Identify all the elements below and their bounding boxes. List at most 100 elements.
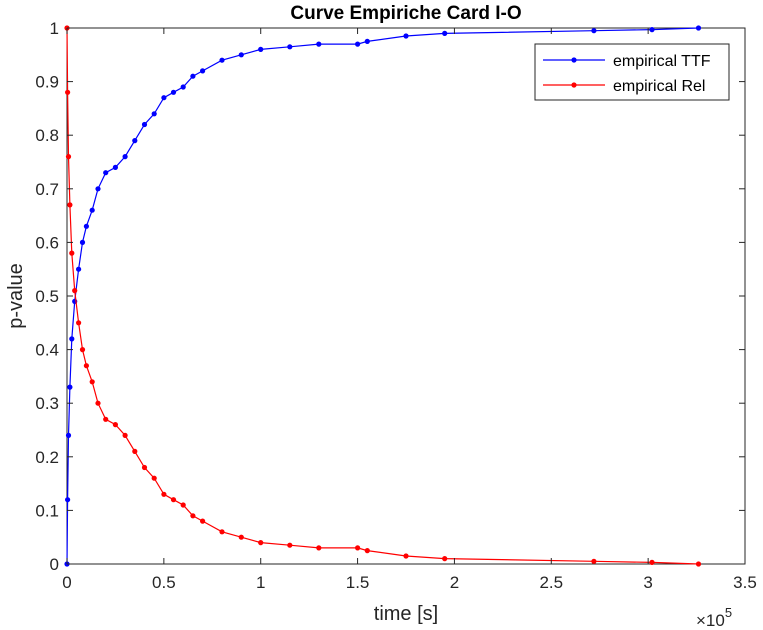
data-point — [442, 30, 448, 36]
y-tick-label: 0.9 — [35, 73, 59, 92]
plot-area — [66, 27, 746, 565]
legend-box — [534, 43, 730, 101]
y-tick-label: 0.3 — [35, 394, 59, 413]
data-point — [151, 475, 157, 481]
data-point — [695, 561, 702, 567]
data-point — [695, 25, 702, 31]
data-point — [403, 33, 409, 39]
data-point — [161, 95, 167, 101]
y-tick-label: 0 — [50, 555, 59, 574]
data-point — [200, 68, 206, 74]
data-point — [95, 400, 101, 406]
y-tick-label: 0.1 — [35, 501, 59, 520]
data-point — [83, 363, 89, 369]
y-tick-label: 0.6 — [35, 233, 59, 252]
data-point — [67, 202, 73, 208]
data-point — [103, 170, 109, 176]
series-rel — [64, 25, 702, 567]
data-point — [287, 44, 293, 50]
data-point — [65, 89, 71, 95]
series-layer — [64, 25, 702, 567]
data-point — [190, 73, 196, 79]
data-point — [287, 542, 293, 548]
y-tick-label: 0.4 — [35, 341, 59, 360]
data-point — [355, 41, 361, 47]
data-point — [69, 336, 75, 342]
data-point — [79, 347, 86, 353]
data-point — [219, 529, 225, 535]
axes-box — [66, 27, 746, 565]
legend-item: empirical TTF — [543, 53, 711, 70]
series-line — [66, 27, 699, 565]
data-point — [65, 154, 72, 160]
data-point — [151, 111, 157, 117]
data-point — [442, 556, 448, 562]
data-point — [591, 558, 597, 564]
ticks-layer: 0 0.5 1 1.5 2 2.5 3 3.5 0 0.1 0.2 0.3 0.4 0.5 0.6 0.7 0.… — [35, 19, 756, 592]
data-point — [69, 250, 75, 256]
x-tick-label: 3.5 — [733, 573, 757, 592]
x-tick-label: 1 — [256, 573, 265, 592]
y-tick-label: 0.2 — [35, 448, 59, 467]
data-point — [89, 207, 95, 213]
y-axis-label: p-value — [5, 263, 27, 329]
x-multiplier: ×105 — [696, 605, 732, 630]
data-point — [65, 497, 71, 503]
data-point — [180, 502, 186, 508]
chart-title: Curve Empiriche Card I-O — [290, 3, 521, 24]
data-point — [161, 491, 167, 497]
data-point — [141, 121, 148, 128]
x-tick-label: 2.5 — [539, 573, 563, 592]
data-point — [76, 320, 82, 326]
data-point — [170, 497, 177, 503]
data-point — [200, 518, 206, 524]
x-tick-label: 2 — [450, 573, 459, 592]
data-point — [132, 448, 138, 454]
y-tick-label: 0.5 — [35, 287, 59, 306]
data-point — [141, 464, 148, 471]
y-tick-label: 0.8 — [35, 126, 59, 145]
y-tick-label: 1 — [50, 19, 59, 38]
data-point — [355, 545, 361, 551]
data-point — [132, 138, 138, 144]
data-point — [112, 422, 118, 428]
data-point — [180, 84, 186, 90]
data-point — [65, 432, 72, 438]
data-point — [95, 186, 101, 192]
data-point — [403, 553, 409, 559]
data-point — [219, 57, 225, 63]
data-point — [122, 154, 128, 160]
data-point — [364, 548, 370, 554]
data-point — [76, 266, 82, 272]
data-point — [364, 38, 370, 45]
series-ttf — [64, 25, 702, 567]
x-tick-label: 3 — [643, 573, 652, 592]
data-point — [112, 164, 118, 170]
data-point — [103, 416, 109, 422]
data-point — [316, 41, 322, 47]
data-point — [238, 534, 244, 540]
data-point — [67, 384, 73, 390]
data-point — [649, 27, 655, 33]
legend: empirical TTF empirical Rel — [534, 43, 730, 101]
data-point — [238, 52, 244, 58]
data-point — [79, 239, 86, 245]
data-point — [649, 559, 655, 566]
data-point — [258, 540, 264, 546]
legend-label: empirical TTF — [613, 53, 711, 70]
y-tick-label: 0.7 — [35, 180, 59, 199]
series-line — [66, 27, 699, 565]
data-point — [170, 89, 177, 95]
legend-label: empirical Rel — [613, 78, 705, 95]
x-tick-label: 0 — [62, 573, 71, 592]
x-axis-label: time [s] — [374, 603, 438, 625]
data-point — [190, 513, 196, 519]
x-tick-label: 1.5 — [346, 573, 370, 592]
legend-item: empirical Rel — [543, 78, 705, 95]
data-point — [316, 545, 322, 551]
data-point — [591, 28, 597, 34]
legend-marker — [571, 82, 577, 88]
data-point — [258, 46, 264, 53]
legend-marker — [571, 57, 577, 63]
